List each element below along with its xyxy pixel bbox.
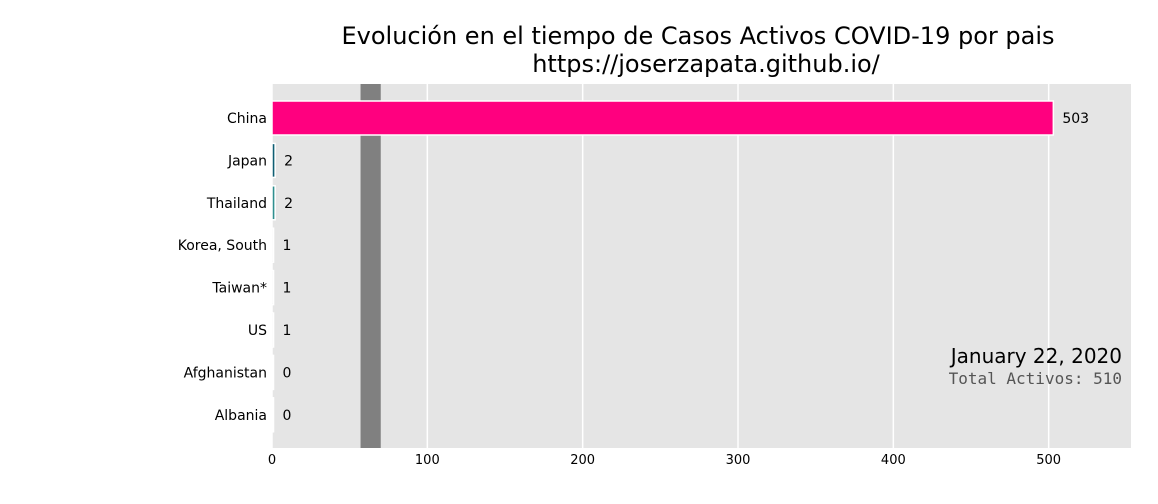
x-axis-ticks: 0 100 200 300 400 500 <box>268 453 1061 468</box>
total-active-label: Total Activos: 510 <box>949 369 1122 388</box>
value-label: 0 <box>283 365 292 381</box>
value-label: 1 <box>283 238 292 254</box>
bar <box>271 100 1055 136</box>
category-label: Thailand <box>206 196 267 212</box>
chart-title-line2: https://joserzapata.github.io/ <box>532 50 880 78</box>
value-labels: 503 2 2 1 1 1 0 0 <box>283 111 1090 424</box>
date-label: January 22, 2020 <box>949 344 1122 368</box>
category-label: Afghanistan <box>184 365 267 381</box>
x-tick-label: 0 <box>268 453 276 468</box>
x-tick-label: 100 <box>415 453 440 468</box>
plot-area <box>272 84 1131 448</box>
category-label: Taiwan* <box>211 281 267 297</box>
bar <box>271 269 275 306</box>
chart-title-line1: Evolución en el tiempo de Casos Activos … <box>341 22 1054 50</box>
value-label: 1 <box>283 323 292 339</box>
bar <box>271 142 276 179</box>
value-label: 2 <box>284 153 293 169</box>
category-label: Albania <box>215 408 267 424</box>
bar <box>271 354 275 391</box>
bar <box>271 185 276 221</box>
bar <box>271 312 275 348</box>
value-label: 2 <box>284 196 293 212</box>
category-label: Korea, South <box>178 238 267 254</box>
value-label: 1 <box>283 281 292 297</box>
highlight-band <box>360 84 381 448</box>
category-label: US <box>248 323 267 339</box>
bar <box>271 397 275 433</box>
value-label: 503 <box>1062 111 1089 127</box>
category-label: Japan <box>227 153 267 169</box>
bars-group <box>271 100 1055 433</box>
bar <box>271 227 275 263</box>
x-tick-label: 300 <box>726 453 751 468</box>
x-tick-label: 400 <box>881 453 906 468</box>
x-tick-label: 200 <box>570 453 595 468</box>
category-labels: China Japan Thailand Korea, South Taiwan* US A… <box>178 111 267 424</box>
x-tick-label: 500 <box>1036 453 1061 468</box>
category-label: China <box>227 111 267 127</box>
value-label: 0 <box>283 408 292 424</box>
